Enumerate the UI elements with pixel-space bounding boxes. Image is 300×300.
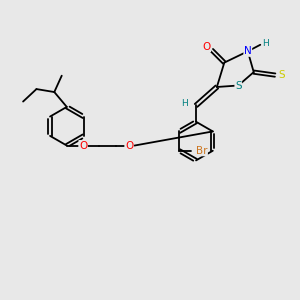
Text: N: N (244, 46, 252, 56)
Text: Br: Br (196, 146, 207, 156)
Text: H: H (182, 99, 188, 108)
Text: S: S (235, 80, 242, 91)
Text: O: O (202, 42, 211, 52)
Text: O: O (125, 140, 133, 151)
Text: H: H (262, 39, 269, 48)
Text: S: S (278, 70, 285, 80)
Text: O: O (79, 140, 87, 151)
